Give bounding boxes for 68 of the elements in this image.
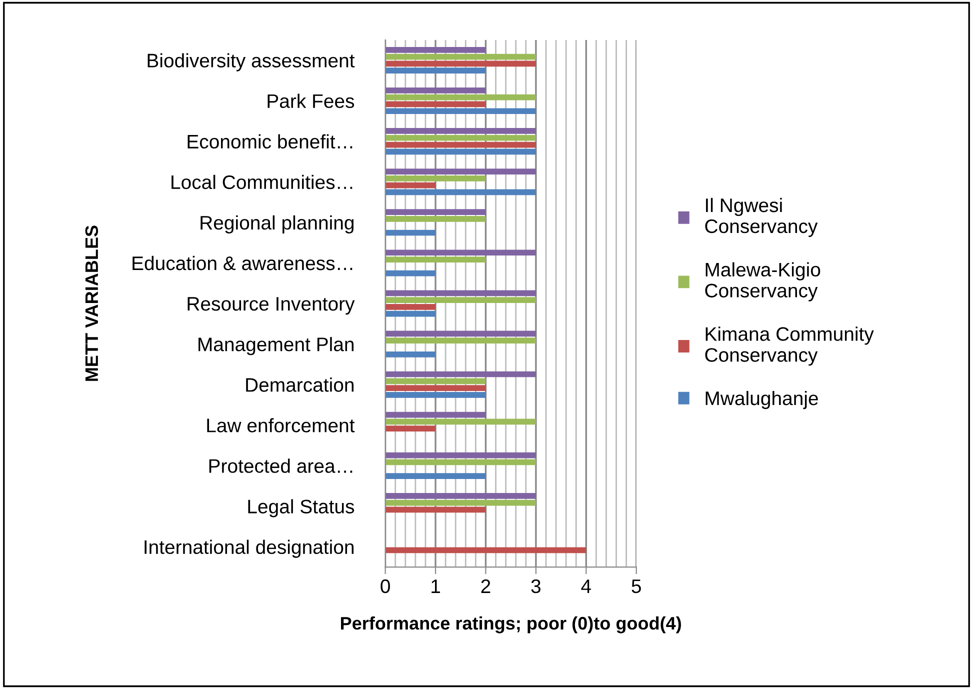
- bar: [385, 506, 486, 513]
- y-tick-label: Law enforcement: [207, 418, 355, 432]
- bar: [385, 418, 536, 425]
- legend-label: Il Ngwesi Conservancy: [705, 198, 818, 237]
- x-tick-label: 5: [632, 580, 641, 594]
- y-tick-label: Park Fees: [268, 94, 354, 108]
- bar: [385, 101, 486, 108]
- y-tick-label: Demarcation: [246, 378, 354, 392]
- bar: [385, 68, 486, 74]
- bar: [385, 88, 486, 94]
- bar: [385, 60, 536, 67]
- bar: [385, 46, 486, 53]
- y-tick-label: Resource Inventory: [188, 297, 355, 315]
- bar: [385, 148, 536, 155]
- bar: [385, 297, 536, 303]
- bar: [385, 330, 536, 337]
- bar: [385, 134, 536, 141]
- y-tick-label: Management Plan: [198, 337, 354, 356]
- bar: [385, 142, 536, 148]
- bar: [385, 230, 436, 236]
- bar: [385, 256, 486, 262]
- legend-label: Kimana Community Conservancy: [705, 326, 874, 366]
- bar: [385, 492, 536, 499]
- y-tick-label: Legal Status: [248, 499, 354, 518]
- bar: [385, 378, 486, 384]
- bar: [385, 392, 486, 398]
- bar: [385, 94, 536, 100]
- bar: [385, 426, 436, 432]
- y-axis-title: METT VARIABLES: [85, 226, 98, 381]
- bar: [385, 175, 486, 182]
- bar: [385, 270, 436, 276]
- bar: [385, 351, 436, 358]
- bar: [385, 459, 536, 466]
- bar: [385, 452, 536, 458]
- y-tick-label: Economic benefit…: [188, 134, 352, 149]
- legend-label: Mwalughanje: [706, 390, 818, 410]
- x-tick-label: 4: [581, 580, 591, 593]
- bar: [385, 371, 536, 378]
- bar: [385, 473, 486, 479]
- y-tick-label: Education & awareness…: [132, 256, 352, 270]
- x-tick-label: 3: [531, 579, 540, 594]
- x-tick-label: 2: [481, 579, 490, 593]
- bar: [385, 412, 486, 418]
- bar: [385, 547, 586, 554]
- bar: [385, 182, 436, 188]
- bar: [385, 310, 436, 317]
- bar: [385, 108, 536, 114]
- bar: [385, 385, 486, 391]
- bar: [385, 338, 536, 344]
- y-tick-label: Local Communities…: [172, 174, 352, 190]
- y-tick-label: Protected area…: [209, 458, 352, 473]
- x-axis-title: Performance ratings; poor (0)to good(4): [341, 616, 681, 634]
- bar: [385, 250, 536, 256]
- bar: [385, 290, 536, 296]
- y-tick-label: International designation: [144, 540, 354, 558]
- y-tick-label: Regional planning: [200, 215, 354, 234]
- bar: [385, 54, 536, 60]
- bar: [385, 304, 436, 310]
- bar: [385, 216, 486, 222]
- y-tick-label: Biodiversity assessment: [148, 53, 355, 72]
- bar: [385, 209, 486, 216]
- bar: [385, 500, 536, 506]
- x-tick-label: 0: [380, 579, 390, 594]
- bar: [385, 189, 536, 196]
- legend-label: Malewa-Kigio Conservancy: [705, 262, 820, 302]
- bar: [385, 168, 536, 174]
- x-tick-label: 1: [432, 580, 440, 593]
- bar: [385, 128, 536, 134]
